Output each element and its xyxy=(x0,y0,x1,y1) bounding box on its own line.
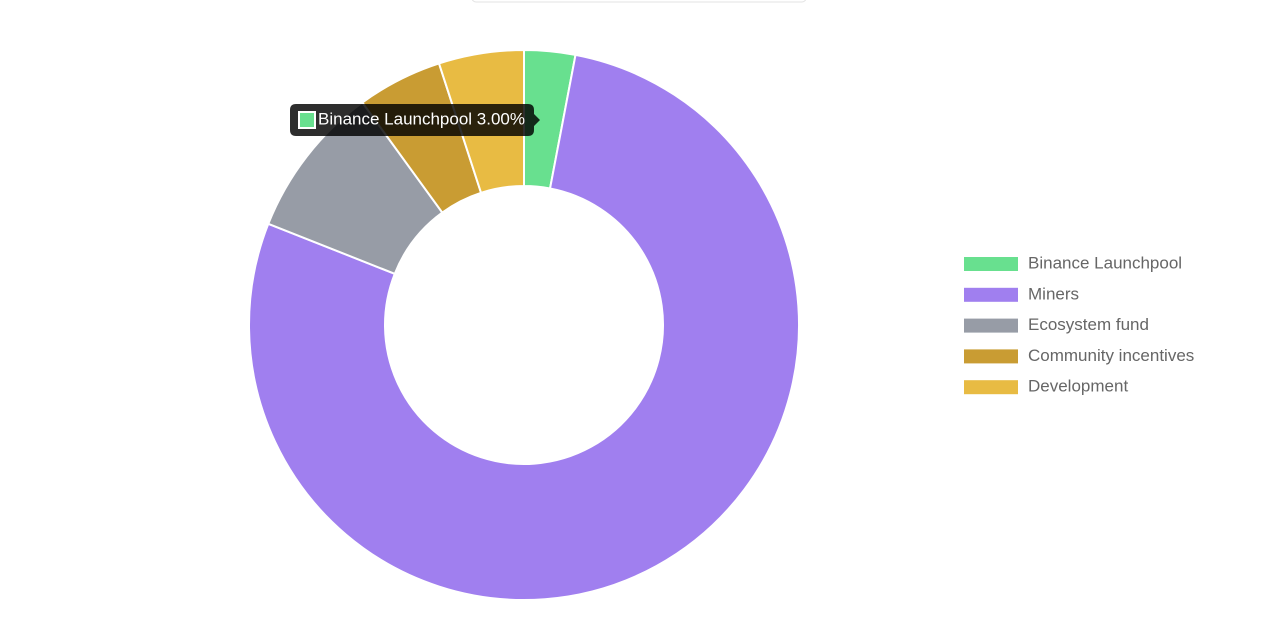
tooltip-text: Binance Launchpool 3.00% xyxy=(318,109,525,128)
top-panel-edge xyxy=(471,0,807,3)
tooltip-swatch xyxy=(298,111,316,129)
legend-label[interactable]: Ecosystem fund xyxy=(1028,315,1149,334)
legend-swatch[interactable] xyxy=(964,318,1018,333)
legend-swatch[interactable] xyxy=(964,287,1018,302)
legend-label[interactable]: Community incentives xyxy=(1028,346,1194,365)
legend-swatch[interactable] xyxy=(964,257,1018,271)
legend-swatch[interactable] xyxy=(964,349,1018,364)
tooltip-box xyxy=(290,104,540,136)
slice[interactable] xyxy=(248,53,800,601)
legend-label[interactable]: Development xyxy=(1028,377,1128,396)
legend-swatch[interactable] xyxy=(964,380,1018,395)
legend-label[interactable]: Miners xyxy=(1028,284,1079,303)
legend-label[interactable]: Binance Launchpool xyxy=(1028,253,1182,272)
